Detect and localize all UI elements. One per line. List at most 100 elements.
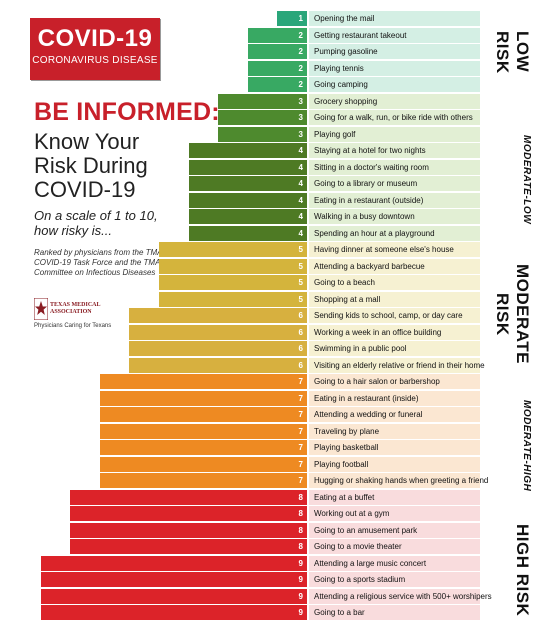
- risk-score-label: 9: [298, 575, 303, 584]
- risk-bar: [40, 572, 307, 587]
- activity-row-background: [309, 110, 480, 125]
- activity-row-background: [309, 258, 480, 274]
- activity-label: Eating in a restaurant (outside): [314, 195, 424, 205]
- tma-logo: TEXAS MEDICAL ASSOCIATION Physicians Car…: [34, 296, 144, 332]
- risk-bar: [99, 423, 307, 439]
- risk-bar: [218, 93, 307, 109]
- activity-label: Going to a movie theater: [314, 542, 402, 551]
- logo-subtitle: CORONAVIRUS DISEASE: [32, 55, 158, 66]
- risk-score-label: 7: [298, 410, 303, 419]
- activity-label: Attending a wedding or funeral: [314, 410, 423, 419]
- activity-label: Walking in a busy downtown: [314, 212, 415, 221]
- logo-title: COVID-19: [37, 25, 153, 52]
- activity-label: Going to an amusement park: [314, 525, 418, 535]
- risk-bar: [99, 456, 307, 472]
- activity-row-background: [309, 324, 480, 340]
- risk-bar: [99, 374, 307, 389]
- risk-bar: [218, 110, 307, 125]
- risk-bar: [129, 341, 307, 356]
- activity-label: Going to a beach: [314, 278, 375, 287]
- activity-label: Shopping at a mall: [314, 294, 381, 304]
- activity-label: Going to a hair salon or barbershop: [314, 377, 440, 386]
- risk-bar: [129, 357, 307, 373]
- activity-label: Going for a walk, run, or bike ride with…: [314, 113, 473, 122]
- activity-row-background: [309, 225, 480, 241]
- risk-bar: [159, 275, 307, 290]
- risk-score-label: 4: [298, 162, 303, 172]
- risk-score-label: 5: [298, 261, 303, 271]
- band-moderate-risk: MODERATE RISK: [493, 263, 532, 364]
- activity-label: Playing basketball: [314, 443, 379, 452]
- risk-bar: [40, 605, 307, 620]
- activity-row-background: [309, 11, 480, 26]
- activity-label: Traveling by plane: [314, 426, 380, 436]
- risk-score-label: 2: [298, 47, 303, 56]
- activity-label: Staying at a hotel for two nights: [314, 146, 426, 155]
- activity-row-background: [309, 275, 480, 290]
- activity-label: Eating at a buffet: [314, 492, 375, 502]
- risk-bar: [99, 473, 307, 488]
- activity-label: Going to a library or museum: [314, 179, 418, 188]
- activity-row-background: [309, 374, 480, 389]
- scale-line-2: how risky is...: [34, 223, 113, 238]
- risk-bar: [247, 77, 307, 92]
- risk-score-label: 8: [298, 525, 303, 535]
- activity-label: Working a week in an office building: [314, 327, 442, 337]
- know-your-risk-heading: Know Your Risk During COVID-19: [34, 130, 148, 202]
- tma-name: TEXAS MEDICAL ASSOCIATION: [50, 302, 101, 316]
- activity-label: Working out at a gym: [314, 509, 390, 518]
- risk-score-label: 3: [298, 96, 303, 106]
- risk-bar: [247, 60, 307, 76]
- activity-row-background: [309, 159, 480, 175]
- risk-score-label: 6: [298, 344, 303, 353]
- activity-label: Hugging or shaking hands when greeting a…: [314, 476, 489, 485]
- activity-label: Going to a bar: [314, 608, 365, 617]
- risk-bar: [70, 506, 307, 521]
- activity-row-background: [309, 192, 480, 208]
- risk-score-label: 2: [298, 80, 303, 89]
- covid-logo-box: COVID-19 CORONAVIRUS DISEASE: [30, 18, 160, 80]
- risk-score-label: 2: [298, 30, 303, 40]
- activity-label: Spending an hour at a playground: [314, 228, 435, 238]
- risk-bar: [247, 44, 307, 59]
- activity-row-background: [309, 308, 480, 323]
- risk-bar: [188, 159, 307, 175]
- risk-bar: [99, 390, 307, 406]
- risk-bar: [188, 209, 307, 224]
- activity-row-background: [309, 605, 480, 620]
- activity-label: Eating in a restaurant (inside): [314, 393, 419, 403]
- know-line-3: COVID-19: [34, 177, 136, 202]
- band-low-risk: LOW RISK: [493, 30, 532, 74]
- activity-label: Sitting in a doctor's waiting room: [314, 162, 429, 172]
- tma-name-line-2: ASSOCIATION: [50, 309, 92, 315]
- risk-score-label: 7: [298, 426, 303, 436]
- activity-row-background: [309, 473, 480, 488]
- risk-bar: [159, 291, 307, 307]
- activity-row-background: [309, 407, 480, 422]
- risk-bar: [40, 588, 307, 604]
- activity-row-background: [309, 390, 480, 406]
- ranked-by-text: Ranked by physicians from the TMA COVID-…: [34, 248, 163, 277]
- activity-label: Opening the mail: [314, 14, 375, 23]
- activity-row-background: [309, 423, 480, 439]
- know-line-1: Know Your: [34, 129, 140, 154]
- activity-label: Playing football: [314, 459, 369, 469]
- activity-label: Attending a large music concert: [314, 558, 427, 568]
- activity-label: Going camping: [314, 80, 368, 89]
- risk-bar: [70, 489, 307, 505]
- activity-row-background: [309, 522, 480, 538]
- risk-score-label: 4: [298, 179, 303, 188]
- risk-score-label: 7: [298, 377, 303, 386]
- activity-row-background: [309, 440, 480, 455]
- risk-bar: [188, 143, 307, 158]
- risk-score-label: 6: [298, 327, 303, 337]
- activity-row-background: [309, 539, 480, 554]
- activity-row-background: [309, 456, 480, 472]
- tma-name-line-1: TEXAS MEDICAL: [50, 302, 101, 308]
- risk-bar: [188, 225, 307, 241]
- risk-score-label: 4: [298, 146, 303, 155]
- risk-score-label: 4: [298, 195, 303, 205]
- risk-score-label: 3: [298, 113, 303, 122]
- risk-bar: [218, 126, 307, 142]
